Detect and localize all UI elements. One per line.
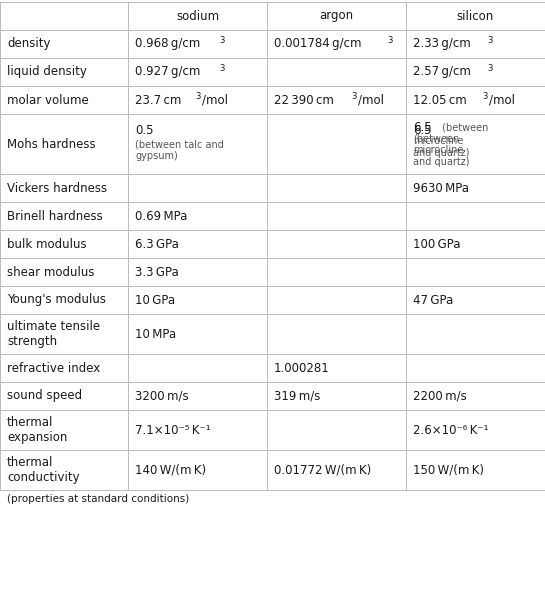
Text: 47 GPa: 47 GPa	[413, 293, 453, 306]
Text: Young's modulus: Young's modulus	[7, 293, 106, 306]
Text: 23.7 cm: 23.7 cm	[135, 93, 181, 106]
Text: 6.3 GPa: 6.3 GPa	[135, 237, 179, 250]
Text: shear modulus: shear modulus	[7, 266, 94, 279]
Text: 3: 3	[482, 92, 488, 101]
Text: 3: 3	[488, 36, 493, 45]
Text: 319 m/s: 319 m/s	[274, 389, 320, 402]
Text: 3.3 GPa: 3.3 GPa	[135, 266, 179, 279]
Text: thermal
expansion: thermal expansion	[7, 416, 68, 444]
Text: 3: 3	[488, 64, 493, 73]
Text: 2.33 g/cm: 2.33 g/cm	[413, 38, 471, 50]
Text: 10 GPa: 10 GPa	[135, 293, 175, 306]
Text: thermal
conductivity: thermal conductivity	[7, 456, 80, 484]
Text: microcline
and quartz): microcline and quartz)	[413, 136, 470, 158]
Text: 140 W/(m K): 140 W/(m K)	[135, 464, 206, 477]
Text: 3: 3	[195, 92, 201, 101]
Text: 3200 m/s: 3200 m/s	[135, 389, 189, 402]
Text: Brinell hardness: Brinell hardness	[7, 210, 103, 223]
Text: argon: argon	[319, 9, 354, 23]
Text: /mol: /mol	[202, 93, 228, 106]
Text: refractive index: refractive index	[7, 362, 100, 375]
Text: ultimate tensile
strength: ultimate tensile strength	[7, 320, 100, 348]
Text: 7.1×10⁻⁵ K⁻¹: 7.1×10⁻⁵ K⁻¹	[135, 424, 211, 437]
Text: 12.05 cm: 12.05 cm	[413, 93, 467, 106]
Text: 100 GPa: 100 GPa	[413, 237, 461, 250]
Text: 9630 MPa: 9630 MPa	[413, 181, 469, 194]
Text: 0.927 g/cm: 0.927 g/cm	[135, 66, 201, 79]
Text: 3: 3	[220, 64, 225, 73]
Text: 0.968 g/cm: 0.968 g/cm	[135, 38, 201, 50]
Text: 22 390 cm: 22 390 cm	[274, 93, 334, 106]
Text: 2.6×10⁻⁶ K⁻¹: 2.6×10⁻⁶ K⁻¹	[413, 424, 488, 437]
Text: (properties at standard conditions): (properties at standard conditions)	[7, 494, 189, 504]
Text: (between
microcline
and quartz): (between microcline and quartz)	[413, 133, 470, 167]
Text: 2200 m/s: 2200 m/s	[413, 389, 467, 402]
Text: (between talc and
gypsum): (between talc and gypsum)	[135, 139, 224, 161]
Text: /mol: /mol	[358, 93, 384, 106]
Text: /mol: /mol	[489, 93, 516, 106]
Text: molar volume: molar volume	[7, 93, 89, 106]
Text: (between: (between	[439, 122, 488, 132]
Text: 0.69 MPa: 0.69 MPa	[135, 210, 187, 223]
Text: 1.000281: 1.000281	[274, 362, 330, 375]
Text: density: density	[7, 38, 51, 50]
Text: 0.001784 g/cm: 0.001784 g/cm	[274, 38, 361, 50]
Text: 6.5: 6.5	[413, 121, 432, 133]
Text: liquid density: liquid density	[7, 66, 87, 79]
Text: 3: 3	[352, 92, 356, 101]
Text: 3: 3	[219, 36, 225, 45]
Text: Vickers hardness: Vickers hardness	[7, 181, 107, 194]
Text: silicon: silicon	[457, 9, 494, 23]
Text: 150 W/(m K): 150 W/(m K)	[413, 464, 484, 477]
Text: 3: 3	[387, 36, 392, 45]
Text: sound speed: sound speed	[7, 389, 82, 402]
Text: 0.5: 0.5	[135, 124, 154, 137]
Text: bulk modulus: bulk modulus	[7, 237, 87, 250]
Text: 10 MPa: 10 MPa	[135, 328, 176, 341]
Text: 6.5: 6.5	[413, 124, 432, 137]
Text: 0.01772 W/(m K): 0.01772 W/(m K)	[274, 464, 371, 477]
Text: sodium: sodium	[176, 9, 219, 23]
Text: 2.57 g/cm: 2.57 g/cm	[413, 66, 471, 79]
Text: Mohs hardness: Mohs hardness	[7, 138, 95, 151]
